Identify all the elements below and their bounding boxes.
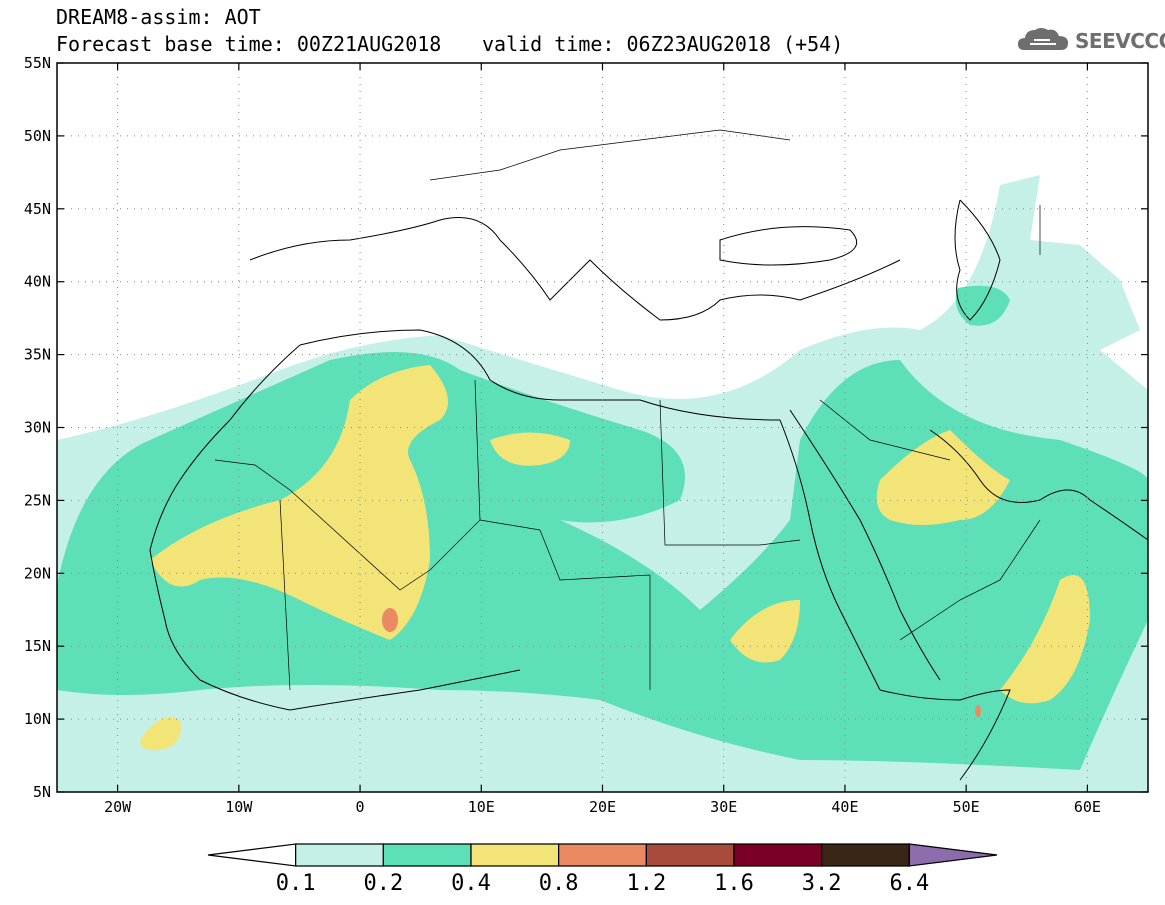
lon-label: 20E	[589, 798, 616, 816]
lon-label: 30E	[710, 798, 737, 816]
lat-label: 25N	[24, 491, 51, 509]
border-segment	[899, 519, 1041, 641]
colorbar-swatch	[908, 843, 998, 867]
colorbar-swatch	[558, 843, 647, 867]
graticule	[57, 63, 1148, 792]
lat-label: 5N	[33, 783, 51, 801]
colorbar-label: 1.2	[626, 871, 667, 896]
colorbar-label: 6.4	[889, 871, 930, 896]
aot-band-0.2-caspian	[955, 285, 1010, 326]
colorbar-label: 3.2	[801, 871, 842, 896]
lat-label: 40N	[24, 273, 51, 291]
colorbar-swatch	[382, 843, 472, 867]
coast-horn-of-africa	[879, 689, 1011, 781]
lon-label: 40E	[831, 798, 858, 816]
border-segment	[474, 379, 481, 521]
aot-band-0.4-yemen	[1000, 575, 1090, 704]
lon-label: 60E	[1074, 798, 1101, 816]
lat-label: 35N	[24, 346, 51, 364]
lat-label: 15N	[24, 637, 51, 655]
colorbar-label: 1.6	[714, 871, 754, 896]
lat-label: 10N	[24, 710, 51, 728]
lon-label: 10W	[225, 798, 253, 816]
aot-band-0.4-guinea	[140, 717, 181, 751]
lat-label: 50N	[24, 127, 51, 145]
colorbar-label: 0.1	[275, 871, 316, 896]
border-segment	[279, 499, 291, 691]
coast-caspian	[954, 199, 1001, 321]
lat-label: 20N	[24, 564, 51, 582]
colorbar-label: 0.8	[538, 871, 579, 896]
colorbar-swatch	[470, 843, 560, 867]
coast-west-africa	[149, 344, 521, 711]
colorbar	[207, 843, 998, 867]
aot-band-0.4-libya	[490, 432, 570, 466]
colorbar-swatch	[295, 843, 384, 867]
lon-label: 10E	[468, 798, 495, 816]
forecast-base-time: Forecast base time: 00Z21AUG2018	[56, 32, 442, 56]
lat-label: 55N	[24, 54, 51, 72]
border-segment	[399, 519, 541, 591]
lat-label: 30N	[24, 419, 51, 437]
aot-band-0.4-sahel	[730, 600, 800, 663]
coast-black-sea	[719, 226, 858, 266]
longitude-labels: 20W 10W 0 10E 20E 30E 40E 50E 60E	[104, 798, 1101, 816]
colorbar-swatch	[645, 843, 735, 867]
map-title: DREAM8-assim: AOT	[56, 5, 261, 29]
border-segment	[659, 399, 801, 546]
logo-text: SEEVCCC	[1075, 29, 1165, 53]
axis-ticks	[57, 62, 1148, 793]
lat-label: 45N	[24, 200, 51, 218]
aot-band-0.4	[150, 365, 448, 640]
latitude-labels: 55N 50N 45N 40N 35N 30N 25N 20N 15N 10N 5N	[24, 54, 51, 801]
lon-label: 20W	[104, 798, 132, 816]
border-segment	[429, 129, 791, 181]
colorbar-label: 0.2	[363, 871, 404, 896]
lon-label: 50E	[953, 798, 980, 816]
colorbar-swatch	[733, 843, 823, 867]
aot-band-0.8-somalia	[975, 705, 981, 717]
coast-red-sea	[779, 409, 941, 691]
border-segment	[539, 529, 651, 581]
coast-europe-south	[249, 217, 901, 321]
coast-mediterranean-south	[299, 329, 781, 421]
border-segment	[819, 399, 951, 461]
colorbar-label: 0.4	[451, 871, 491, 896]
border-segment	[214, 459, 401, 591]
colorbar-swatch	[207, 843, 297, 867]
lon-label: 0	[356, 798, 365, 816]
aot-band-0.4-arabia	[876, 430, 1010, 525]
valid-time: valid time: 06Z23AUG2018 (+54)	[482, 32, 844, 56]
cloud-icon	[1018, 28, 1068, 50]
borders	[214, 129, 1041, 691]
aot-band-0.8	[382, 608, 398, 632]
colorbar-swatch	[821, 843, 910, 867]
